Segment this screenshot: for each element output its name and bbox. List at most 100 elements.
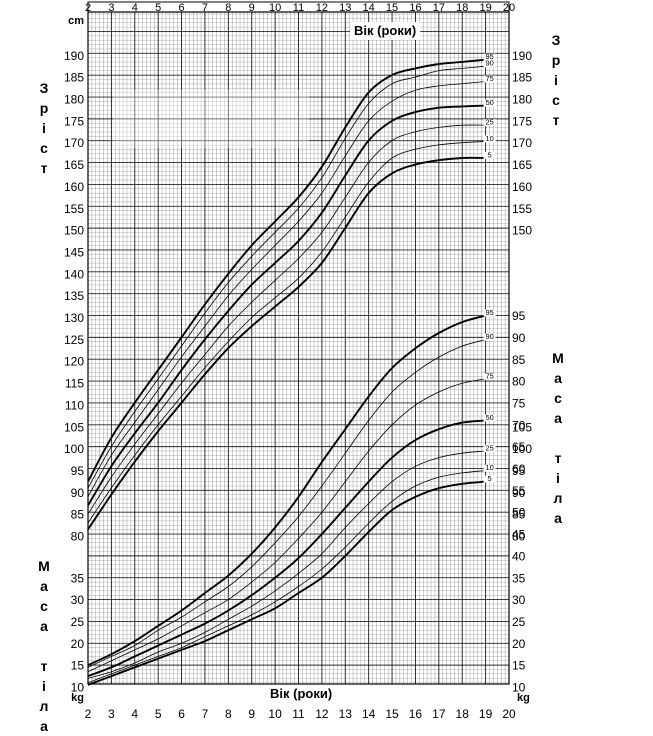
weight-tick-right: 30 — [512, 593, 526, 607]
weight-tick-left: 30 — [71, 593, 85, 607]
weight-tick-right: 40 — [512, 549, 526, 563]
right-height-label: З р і с т — [551, 32, 561, 128]
height-percentile-label-5: 5 — [488, 150, 492, 159]
height-tick-right: 105 — [512, 420, 532, 434]
weight-tick-right: 35 — [512, 571, 526, 585]
weight-percentile-label-bg — [483, 333, 496, 341]
height-percentile-10 — [87, 141, 486, 524]
height-percentile-5 — [87, 156, 486, 530]
height-percentile-25 — [87, 124, 486, 515]
height-tick-left: 160 — [64, 180, 84, 194]
height-tick-right: 155 — [512, 202, 532, 216]
height-tick-left: 185 — [64, 71, 84, 85]
x-tick-bottom: 15 — [385, 707, 399, 721]
x-tick-top: 20 — [503, 2, 515, 14]
height-percentile-90 — [87, 65, 486, 489]
x-axis-title-top: Вік (роки) — [350, 22, 421, 40]
x-tick-bottom: 12 — [315, 707, 329, 721]
x-tick-top: 15 — [386, 2, 398, 14]
height-percentile-50 — [87, 104, 486, 506]
weight-tick-left: 10 — [71, 681, 85, 695]
height-tick-left: 100 — [64, 442, 84, 456]
x-tick-bottom: 14 — [362, 707, 376, 721]
x-tick-bottom: 3 — [108, 707, 115, 721]
x-tick-top: 2 — [85, 2, 91, 14]
weight-percentile-label-bg — [483, 464, 496, 472]
height-tick-right: 175 — [512, 114, 532, 128]
growth-chart-svg: 9590755025105959075502510522334455667788… — [64, 1, 532, 721]
height-percentile-label-bg — [483, 151, 496, 159]
height-tick-left: 95 — [71, 464, 85, 478]
height-tick-right: 80 — [512, 530, 526, 544]
weight-percentile-25 — [87, 450, 486, 679]
height-tick-right: 180 — [512, 93, 532, 107]
x-tick-top: 10 — [269, 2, 281, 14]
weight-tick-right: 80 — [512, 375, 526, 389]
weight-percentile-90 — [87, 339, 486, 668]
x-tick-top: 12 — [316, 2, 328, 14]
height-tick-right: 190 — [512, 49, 532, 63]
left-weight-label: М а с а т і л а — [38, 558, 50, 734]
weight-tick-right: 75 — [512, 396, 526, 410]
x-tick-top: 4 — [132, 2, 138, 14]
height-tick-right: 90 — [512, 486, 526, 500]
weight-percentile-label-25: 25 — [485, 444, 493, 453]
height-tick-left: 150 — [64, 224, 84, 238]
x-tick-top: 17 — [433, 2, 445, 14]
x-tick-bottom: 19 — [479, 707, 493, 721]
weight-tick-right: 15 — [512, 659, 526, 673]
weight-percentile-label-bg — [483, 309, 496, 317]
height-tick-left: 135 — [64, 289, 84, 303]
height-tick-left: 175 — [64, 114, 84, 128]
height-tick-left: 145 — [64, 245, 84, 259]
x-tick-top: 19 — [479, 2, 491, 14]
height-tick-right: 150 — [512, 224, 532, 238]
x-tick-bottom: 11 — [292, 707, 305, 721]
weight-percentile-label-bg — [483, 414, 496, 422]
height-percentile-95 — [87, 58, 486, 482]
height-percentile-label-90: 90 — [485, 59, 493, 68]
x-tick-bottom: 6 — [178, 707, 185, 721]
weight-percentile-label-5: 5 — [488, 474, 492, 483]
height-percentile-label-25: 25 — [485, 118, 493, 127]
weight-percentile-label-50: 50 — [485, 413, 493, 422]
weight-percentile-5 — [87, 480, 486, 686]
height-tick-right: 170 — [512, 136, 532, 150]
x-tick-bottom: 13 — [339, 707, 353, 721]
x-tick-top: 11 — [293, 2, 304, 14]
x-tick-top: 7 — [202, 2, 208, 14]
height-percentile-label-bg — [483, 99, 496, 107]
weight-unit-left: kg — [71, 692, 84, 704]
weight-tick-right: 20 — [512, 637, 526, 651]
x-tick-bottom: 8 — [225, 707, 232, 721]
height-tick-left: 110 — [65, 398, 84, 412]
x-tick-top: 8 — [225, 2, 231, 14]
height-percentile-label-10: 10 — [485, 134, 493, 143]
height-tick-right: 185 — [512, 71, 532, 85]
growth-chart: 95 90 75 50 25 10 5 95 90 75 50 25 10 5 2 2 3 3 4 4 5 5 6 6 7 7 8 8… — [38, 1, 564, 734]
height-tick-left: 115 — [65, 377, 84, 391]
weight-tick-right: 55 — [512, 484, 526, 498]
weight-tick-right: 50 — [512, 506, 526, 520]
height-tick-left: 130 — [64, 311, 84, 325]
left-height-label: З р і с т — [39, 80, 49, 176]
height-percentile-label-95: 95 — [485, 52, 493, 61]
height-tick-left: 120 — [64, 355, 84, 369]
height-tick-right: 85 — [512, 508, 526, 522]
height-tick-left: 170 — [64, 136, 84, 150]
weight-tick-right: 90 — [512, 331, 526, 345]
height-tick-left: 180 — [64, 93, 84, 107]
weight-percentile-label-bg — [483, 372, 496, 380]
grid — [87, 1, 510, 685]
height-percentile-label-bg — [483, 119, 496, 127]
height-tick-left: 105 — [64, 420, 84, 434]
weight-tick-right: 95 — [512, 309, 526, 323]
label-area-shade — [113, 90, 309, 148]
x-tick-bottom: 7 — [202, 707, 209, 721]
x-tick-top: 9 — [249, 2, 255, 14]
height-percentile-75 — [87, 81, 486, 497]
weight-tick-right: 25 — [512, 615, 526, 629]
x-tick-bottom: 9 — [248, 707, 255, 721]
x-tick-bottom: 16 — [409, 707, 423, 721]
